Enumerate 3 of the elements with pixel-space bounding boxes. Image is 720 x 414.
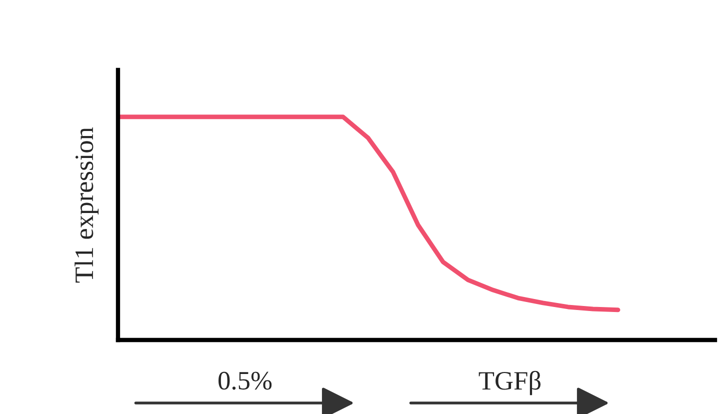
text: TGFβ (478, 370, 541, 396)
y-axis-title: Tl1 expression (74, 127, 99, 283)
text: 0.5% (218, 372, 272, 390)
